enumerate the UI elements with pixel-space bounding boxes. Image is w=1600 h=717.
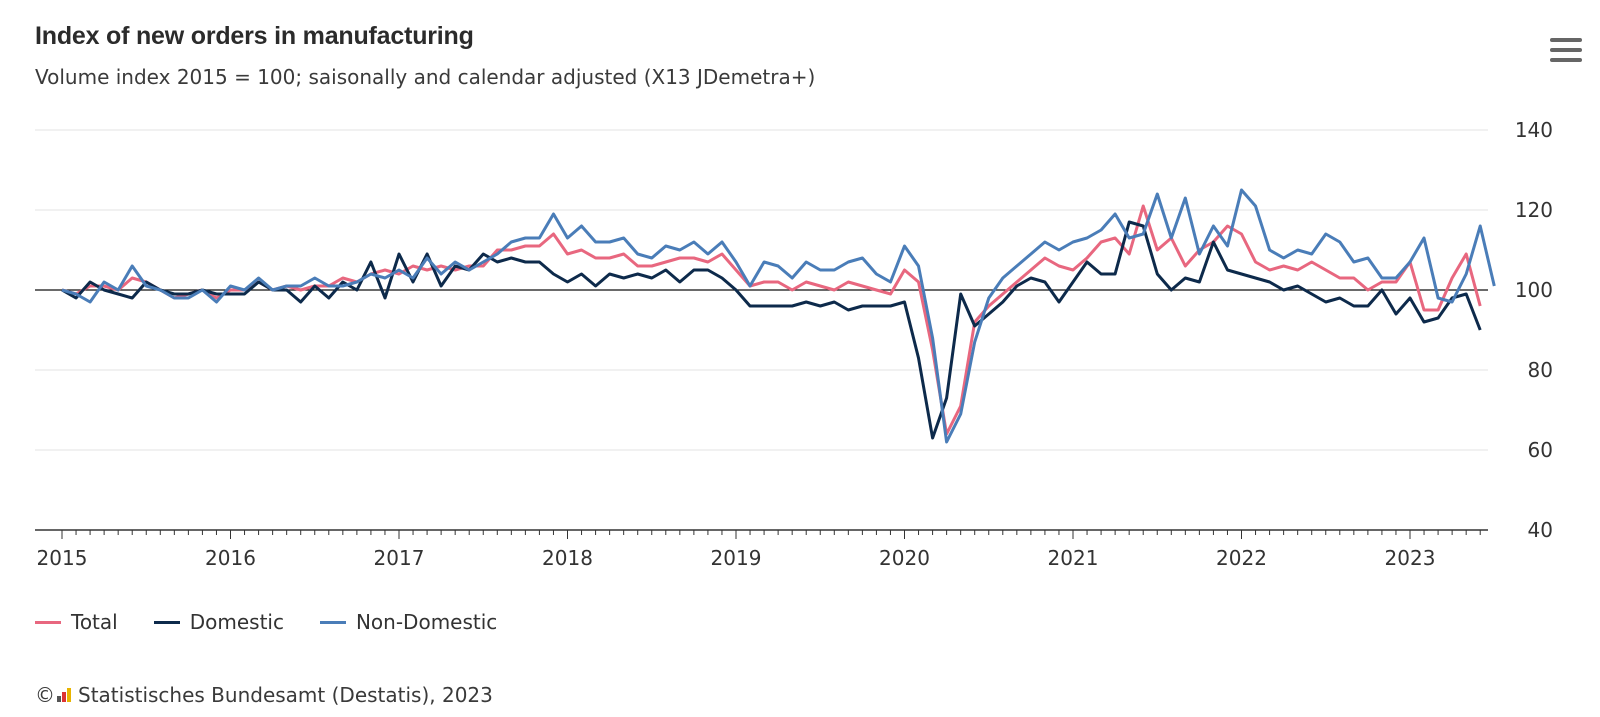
copyright-symbol: © <box>35 683 55 707</box>
source-credit: © Statistisches Bundesamt (Destatis), 20… <box>35 683 493 707</box>
legend: Total Domestic Non-Domestic <box>35 610 497 634</box>
menu-bar-middle <box>1550 48 1582 52</box>
x-tick-label-2022: 2022 <box>1216 546 1267 570</box>
chart-subtitle: Volume index 2015 = 100; saisonally and … <box>35 65 816 89</box>
hamburger-menu-icon[interactable] <box>1550 38 1582 64</box>
legend-item-domestic[interactable]: Domestic <box>153 610 284 634</box>
series-line-non-domestic <box>61 188 1496 444</box>
credit-text: Statistisches Bundesamt (Destatis), 2023 <box>78 683 493 707</box>
legend-label-non-domestic: Non-Domestic <box>355 610 498 634</box>
legend-swatch-total <box>35 620 61 624</box>
x-tick-label-2021: 2021 <box>1048 546 1099 570</box>
x-tick-label-2020: 2020 <box>879 546 930 570</box>
x-tick-label-2019: 2019 <box>711 546 762 570</box>
y-tick-label-120: 120 <box>1515 198 1553 222</box>
series-line-total <box>61 204 1482 436</box>
x-tick-label-2016: 2016 <box>205 546 256 570</box>
destatis-logo-icon <box>57 688 72 702</box>
legend-item-total[interactable]: Total <box>35 610 118 634</box>
x-tick-label-2015: 2015 <box>37 546 88 570</box>
y-tick-label-60: 60 <box>1528 438 1553 462</box>
line-chart: 40 60 80 100 120 140 2015 2016 2017 2018 2019 2020 2… <box>35 118 1553 570</box>
legend-label-domestic: Domestic <box>189 610 284 634</box>
y-tick-label-140: 140 <box>1515 118 1553 142</box>
x-tick-label-2023: 2023 <box>1385 546 1436 570</box>
legend-swatch-non-domestic <box>319 620 346 624</box>
x-tick-label-2017: 2017 <box>374 546 425 570</box>
legend-swatch-domestic <box>153 620 180 624</box>
y-tick-label-40: 40 <box>1528 518 1553 542</box>
legend-label-total: Total <box>71 610 118 634</box>
menu-bar-top <box>1550 38 1582 42</box>
x-tick-label-2018: 2018 <box>542 546 593 570</box>
y-tick-label-80: 80 <box>1528 358 1553 382</box>
chart-title: Index of new orders in manufacturing <box>35 22 474 50</box>
series-line-domestic <box>61 220 1482 440</box>
menu-bar-bottom <box>1550 58 1582 62</box>
y-tick-label-100: 100 <box>1515 278 1553 302</box>
legend-item-non-domestic[interactable]: Non-Domestic <box>319 610 498 634</box>
